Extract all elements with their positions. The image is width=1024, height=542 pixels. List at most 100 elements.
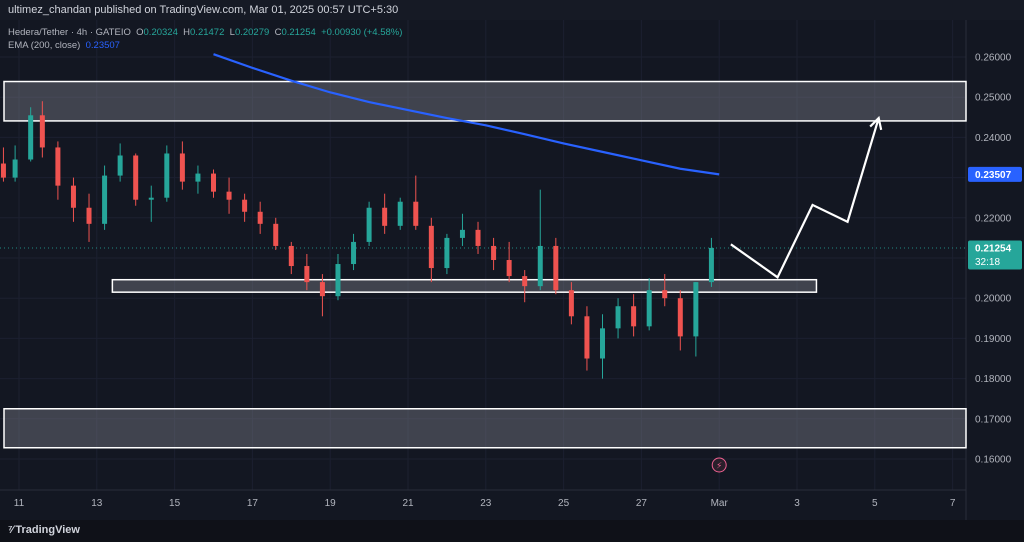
candle-body	[506, 260, 512, 277]
candle-body	[677, 298, 683, 337]
candle-body	[631, 306, 637, 327]
x-tick-label: Mar	[711, 498, 729, 509]
candle-body	[12, 159, 18, 178]
x-tick-label: 25	[558, 498, 570, 509]
candle-body	[382, 207, 388, 226]
candle-body	[28, 115, 34, 160]
y-tick-label: 0.17000	[975, 414, 1012, 425]
x-tick-label: 27	[636, 498, 648, 509]
ema-price-tag-label: 0.23507	[975, 170, 1012, 181]
candle-body	[226, 191, 232, 200]
ohlc-line: Hedera/Tether · 4h · GATEIO O0.20324 H0.…	[8, 26, 402, 39]
candle-body	[584, 316, 590, 359]
candle-body	[444, 237, 450, 269]
tradingview-brand: TradingView	[15, 524, 80, 536]
candle-body	[537, 245, 543, 287]
candle-body	[693, 282, 699, 337]
symbol-label: Hedera/Tether · 4h · GATEIO	[8, 27, 131, 38]
y-tick-label: 0.19000	[975, 334, 1012, 345]
candle-body	[351, 241, 357, 265]
candle-body	[117, 155, 123, 176]
last-price-tag-label: 0.21254	[975, 243, 1012, 254]
close-value: 0.21254	[281, 27, 316, 38]
candle-body	[662, 290, 668, 299]
candle-body	[102, 175, 108, 224]
projection-arrowhead	[869, 115, 883, 131]
candle-body	[397, 201, 403, 226]
y-tick-label: 0.26000	[975, 53, 1012, 64]
footer-bar: ⁷⁄ TradingView	[0, 520, 1024, 542]
ema-200-line	[213, 53, 720, 176]
ema-label: EMA (200, close)	[8, 40, 81, 51]
price-chart[interactable]: 0.260000.250000.240000.230000.220000.210…	[0, 20, 1024, 520]
low-label: L	[229, 27, 235, 38]
y-tick-label: 0.20000	[975, 294, 1012, 305]
lower-support-zone	[3, 408, 967, 449]
high-value: 0.21472	[190, 27, 225, 38]
tradingview-icon: ⁷⁄	[8, 524, 13, 536]
candle-body	[39, 115, 45, 148]
ema-line: EMA (200, close) 0.23507	[8, 39, 402, 52]
candle-body	[86, 207, 92, 224]
x-tick-label: 15	[169, 498, 181, 509]
candle-body	[708, 247, 714, 283]
x-tick-label: 21	[402, 498, 414, 509]
candle-body	[133, 155, 139, 200]
y-tick-label: 0.22000	[975, 213, 1012, 224]
ema-price-tag	[968, 166, 1022, 182]
candle-body	[459, 229, 465, 238]
projection-path	[730, 117, 880, 279]
candle-body	[211, 173, 216, 192]
candle-body	[615, 306, 621, 329]
x-tick-label: 17	[247, 498, 259, 509]
y-tick-label: 0.25000	[975, 93, 1012, 104]
x-tick-label: 13	[91, 498, 103, 509]
ema-value: 0.23507	[85, 40, 120, 51]
open-value: 0.20324	[143, 27, 178, 38]
lightning-icon: ⚡	[716, 461, 722, 471]
candle-body	[568, 290, 574, 317]
y-tick-label: 0.24000	[975, 133, 1012, 144]
x-tick-label: 7	[950, 498, 956, 509]
x-tick-label: 23	[480, 498, 492, 509]
candle-body	[148, 197, 154, 200]
x-tick-label: 19	[325, 498, 337, 509]
low-value: 0.20279	[234, 27, 270, 38]
candle-body	[319, 282, 325, 297]
publisher-banner: ultimez_chandan published on TradingView…	[0, 0, 1024, 20]
candle-body	[335, 264, 341, 297]
chart-background	[0, 20, 1024, 520]
candle-body	[257, 211, 263, 224]
chart-area[interactable]: 0.260000.250000.240000.230000.220000.210…	[0, 20, 1024, 520]
candle-body	[475, 229, 481, 246]
bar-countdown-label: 32:18	[975, 257, 1000, 268]
upper-resistance-zone	[3, 80, 967, 122]
candle-body	[242, 199, 248, 212]
candle-body	[70, 185, 76, 208]
last-price-tag	[968, 240, 1022, 270]
candle-body	[195, 173, 201, 182]
event-marker-icon	[711, 457, 727, 473]
x-tick-label: 11	[14, 498, 25, 509]
high-label: H	[183, 27, 191, 38]
candle-body	[304, 266, 310, 283]
change-value: +0.00930 (+4.58%)	[321, 27, 403, 38]
candle-body	[428, 225, 434, 269]
publisher-text: ultimez_chandan published on TradingView…	[8, 4, 399, 16]
candle-body	[646, 290, 652, 327]
candle-body	[55, 147, 61, 186]
candle-body	[491, 245, 497, 261]
candle-body	[0, 163, 6, 178]
y-tick-label: 0.16000	[975, 455, 1012, 466]
candle-body	[164, 153, 170, 198]
close-label: C	[274, 27, 282, 38]
candle-body	[522, 276, 528, 287]
candle-body	[179, 153, 185, 182]
y-tick-label: 0.18000	[975, 374, 1012, 385]
x-tick-label: 5	[872, 498, 878, 509]
candle-body	[553, 245, 559, 291]
candle-body	[273, 223, 279, 246]
open-label: O	[136, 27, 144, 38]
candle-body	[600, 328, 605, 359]
tradingview-logo[interactable]: ⁷⁄ TradingView	[8, 524, 80, 536]
